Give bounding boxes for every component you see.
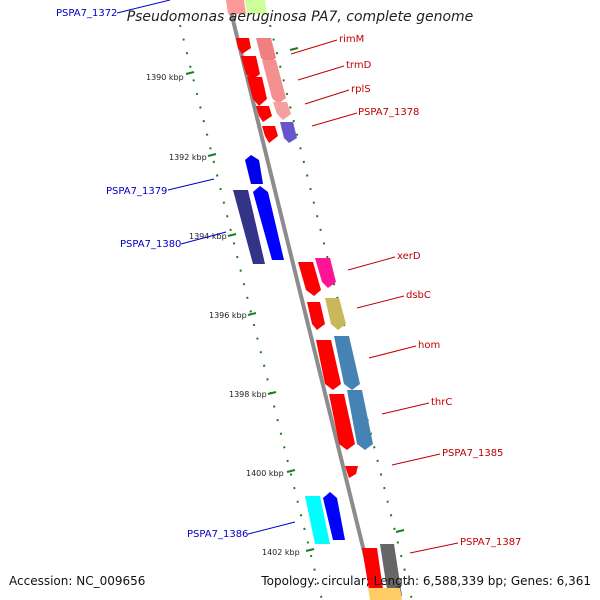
- gene-arrow: [329, 394, 355, 450]
- gene-label-PSPA7_1372[interactable]: PSPA7_1372: [56, 8, 117, 19]
- gene-arrow-xerD: [315, 258, 336, 288]
- gene-label-dsbC[interactable]: dsbC: [406, 290, 431, 301]
- gene-label-PSPA7_1387[interactable]: PSPA7_1387: [460, 537, 521, 548]
- gene-label-PSPA7_1379[interactable]: PSPA7_1379: [106, 186, 167, 197]
- gene-label-rplS[interactable]: rplS: [351, 84, 371, 95]
- gene-arrow: [316, 340, 341, 390]
- reverse-track-dots: [179, 24, 323, 600]
- gene-label-rimM[interactable]: rimM: [339, 34, 364, 45]
- gene-arrow-PSPA7_1385: [345, 466, 358, 478]
- gene-arrow-PSPA7_1379: [245, 155, 263, 184]
- tick-label: 1390 kbp: [146, 73, 184, 82]
- forward-track-dots: [269, 24, 413, 600]
- gene-arrow-PSPA7_1387: [380, 544, 402, 596]
- gene-label-PSPA7_1380[interactable]: PSPA7_1380: [120, 239, 181, 250]
- gene-arrow-top: [245, 0, 267, 14]
- gene-arrow-trmD: [262, 60, 286, 104]
- gene-arrow: [247, 77, 267, 106]
- tick-label: 1396 kbp: [209, 311, 247, 320]
- gene-arrow-PSPA7_1386: [305, 496, 330, 544]
- gene-arrow-rplS: [273, 102, 291, 120]
- gene-label-PSPA7_1386[interactable]: PSPA7_1386: [187, 529, 248, 540]
- gene-arrow: [323, 492, 345, 540]
- genome-summary-text: Topology: circular; Length: 6,588,339 bp…: [261, 574, 591, 588]
- gene-arrow-dsbC: [325, 298, 346, 330]
- genome-backbone: [226, 0, 378, 600]
- gene-label-thrC[interactable]: thrC: [431, 397, 452, 408]
- gene-arrow: [241, 56, 260, 80]
- gene-arrow-hom: [334, 336, 360, 390]
- gene-arrow: [362, 548, 384, 596]
- gene-arrow-PSPA7_1380: [233, 190, 265, 264]
- tick-label: 1398 kbp: [229, 390, 267, 399]
- forward-label-leaders: [290, 39, 459, 554]
- tick-label: 1400 kbp: [246, 469, 284, 478]
- gene-arrow: [256, 106, 272, 122]
- gene-label-PSPA7_1378[interactable]: PSPA7_1378: [358, 107, 419, 118]
- gene-arrow-rimM: [256, 38, 276, 64]
- accession-text: Accession: NC_009656: [9, 574, 146, 588]
- map-title: Pseudomonas aeruginosa PA7, complete gen…: [126, 9, 474, 25]
- gene-arrow: [253, 186, 284, 260]
- tick-label: 1402 kbp: [262, 548, 300, 557]
- gene-label-hom[interactable]: hom: [418, 340, 440, 351]
- gene-arrow: [298, 262, 321, 296]
- tick-label: 1392 kbp: [169, 153, 207, 162]
- gene-arrow-top: [226, 0, 246, 14]
- gene-label-PSPA7_1385[interactable]: PSPA7_1385: [442, 448, 503, 459]
- gene-arrow-PSPA7_1378: [280, 122, 297, 143]
- gene-arrow: [262, 126, 278, 143]
- tick-marks: [185, 47, 405, 552]
- reverse-label-leaders: [116, 0, 296, 535]
- gene-arrow: [368, 588, 402, 600]
- gene-label-xerD[interactable]: xerD: [397, 251, 421, 262]
- gene-arrow: [236, 38, 251, 54]
- gene-arrow-thrC: [347, 390, 373, 450]
- gene-label-trmD[interactable]: trmD: [346, 60, 372, 71]
- gene-arrow: [307, 302, 325, 330]
